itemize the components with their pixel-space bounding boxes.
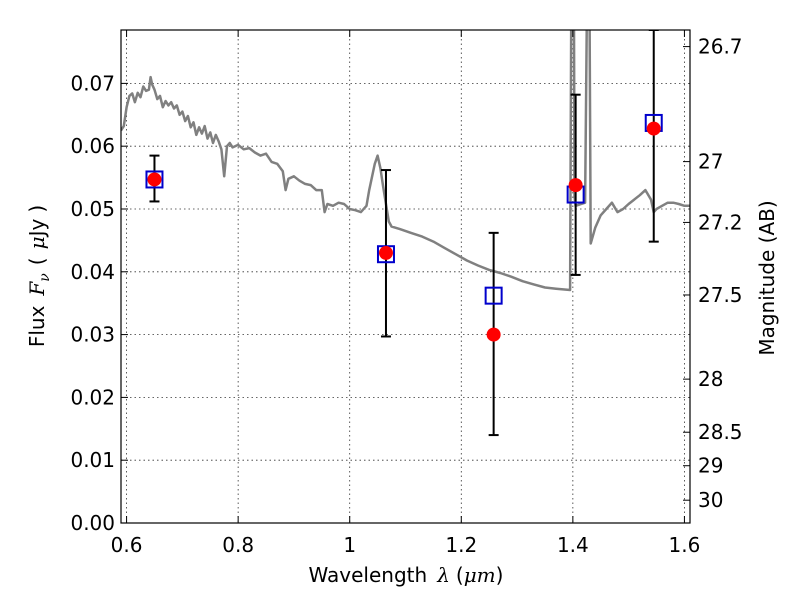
observed-flux-point bbox=[147, 172, 162, 187]
observed-flux-point bbox=[486, 327, 501, 342]
x-axis-label: Wavelength λ (μm) bbox=[309, 563, 504, 587]
y2-tick-label: 28.5 bbox=[698, 420, 743, 444]
y-tick-label: 0.04 bbox=[70, 260, 115, 284]
y2-tick-label: 26.7 bbox=[698, 35, 743, 59]
plot-area bbox=[121, 30, 690, 437]
x-tick-label: 1.4 bbox=[557, 533, 589, 557]
observed-flux-point bbox=[646, 121, 661, 136]
observed-flux-point bbox=[568, 178, 583, 193]
y2-tick-label: 27.5 bbox=[698, 283, 743, 307]
observed-flux-point bbox=[378, 245, 393, 260]
y-tick-label: 0.03 bbox=[70, 323, 115, 347]
y-axis-label: FluxFν(μJy) bbox=[25, 205, 53, 347]
y2-tick-label: 28 bbox=[698, 367, 723, 391]
x-tick-label: 1.6 bbox=[669, 533, 701, 557]
y-tick-label: 0.05 bbox=[70, 197, 115, 221]
model-photometry-square bbox=[484, 286, 503, 305]
grid bbox=[121, 30, 690, 524]
y2-tick-label: 27.2 bbox=[698, 210, 743, 234]
model-photometry-square bbox=[145, 170, 164, 189]
x-tick-label: 0.8 bbox=[222, 533, 254, 557]
y-tick-label: 0.07 bbox=[70, 71, 115, 95]
y2-tick-label: 27 bbox=[698, 150, 723, 174]
model-spectrum-line bbox=[121, 30, 690, 292]
y-tick-label: 0.00 bbox=[70, 511, 115, 535]
y2-tick-label: 30 bbox=[698, 488, 723, 512]
right-axis-label: Magnitude (AB) bbox=[755, 200, 779, 355]
y-tick-label: 0.01 bbox=[70, 448, 115, 472]
x-tick-label: 1 bbox=[343, 533, 356, 557]
x-tick-label: 0.6 bbox=[111, 533, 143, 557]
x-tick-label: 1.2 bbox=[445, 533, 477, 557]
axes-frame bbox=[120, 29, 691, 524]
y2-tick-label: 29 bbox=[698, 454, 723, 478]
y-tick-label: 0.06 bbox=[70, 134, 115, 158]
y-tick-label: 0.02 bbox=[70, 385, 115, 409]
ticks: 0.6 0.8 1 1.2 1.4 1.6 0.00 0.01 0.02 0.03 0.04 0.05… bbox=[70, 30, 743, 557]
